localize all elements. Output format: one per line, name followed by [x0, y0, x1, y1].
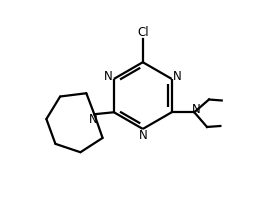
Text: N: N — [192, 103, 200, 116]
Text: N: N — [104, 70, 113, 83]
Text: Cl: Cl — [137, 26, 149, 39]
Text: N: N — [138, 129, 147, 142]
Text: N: N — [89, 113, 98, 126]
Text: N: N — [173, 70, 181, 83]
